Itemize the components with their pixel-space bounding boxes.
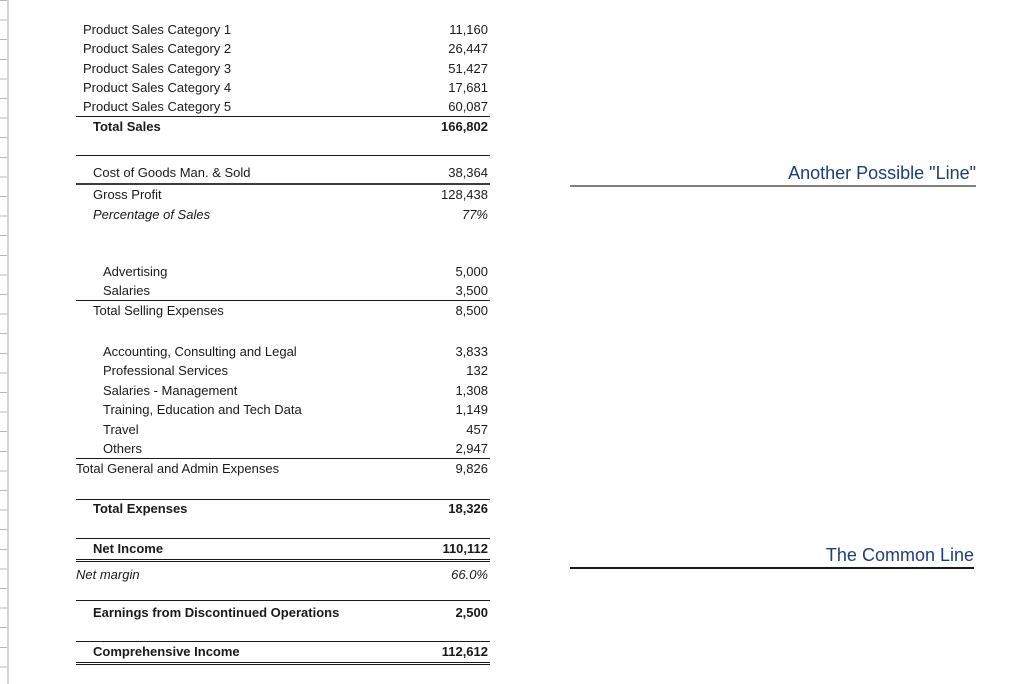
row-label: Total Sales xyxy=(93,119,161,135)
row-label: Product Sales Category 2 xyxy=(83,41,232,57)
statement-row-pct-of-sales: Percentage of Sales 77% xyxy=(76,205,490,225)
income-statement-table: Product Sales Category 1 11,160 Product … xyxy=(76,20,490,665)
annotation-common-line: The Common Line xyxy=(570,544,974,569)
sheet-edge-line xyxy=(7,0,9,684)
row-value: 1,149 xyxy=(455,402,488,418)
statement-row-total-selling: Total Selling Expenses 8,500 xyxy=(76,301,490,321)
row-value: 11,160 xyxy=(449,21,488,37)
statement-row-cogs: Cost of Goods Man. & Sold 38,364 xyxy=(76,162,490,186)
row-label: Net Income xyxy=(93,541,164,557)
row-value: 26,447 xyxy=(448,41,488,57)
statement-row-total-ga: Total General and Admin Expenses 9,826 xyxy=(76,459,490,479)
row-value: 60,087 xyxy=(448,99,488,115)
row-label: Product Sales Category 4 xyxy=(83,80,232,96)
statement-row: Others 2,947 xyxy=(76,440,490,460)
row-label: Cost of Goods Man. & Sold xyxy=(93,165,251,181)
row-value: 17,681 xyxy=(448,80,488,96)
statement-row-comprehensive: Comprehensive Income 112,612 xyxy=(76,640,490,665)
row-label: Training, Education and Tech Data xyxy=(103,402,302,418)
row-gridline-ticks xyxy=(0,0,7,684)
annotation-rule xyxy=(570,567,974,569)
row-value: 166,802 xyxy=(441,119,488,135)
statement-row-discontinued: Earnings from Discontinued Operations 2,… xyxy=(76,600,490,624)
row-value: 128,438 xyxy=(441,187,488,203)
row-value: 110,112 xyxy=(442,541,488,557)
row-value: 66.0% xyxy=(451,566,488,582)
spacer xyxy=(76,518,490,538)
row-label: Accounting, Consulting and Legal xyxy=(103,343,297,359)
spacer xyxy=(76,321,490,342)
statement-row: Salaries 3,500 xyxy=(76,281,490,301)
statement-row: Product Sales Category 2 26,447 xyxy=(76,39,490,59)
statement-row: Product Sales Category 4 17,681 xyxy=(76,78,490,98)
row-value: 5,000 xyxy=(455,263,488,279)
row-value: 1,308 xyxy=(455,382,488,398)
row-label: Salaries - Management xyxy=(103,382,238,398)
row-label: Salaries xyxy=(103,282,150,298)
statement-row: Product Sales Category 3 51,427 xyxy=(76,59,490,79)
row-value: 3,500 xyxy=(455,282,488,298)
row-value: 8,500 xyxy=(455,302,488,318)
spacer xyxy=(76,624,490,641)
statement-row: Salaries - Management 1,308 xyxy=(76,381,490,401)
row-label: Total General and Admin Expenses xyxy=(76,461,280,477)
rule-spacer xyxy=(76,137,490,157)
spacer xyxy=(76,584,490,600)
row-value: 2,500 xyxy=(455,605,488,621)
statement-row-total-expenses: Total Expenses 18,326 xyxy=(76,498,490,519)
annotation-another-possible-line: Another Possible "Line" xyxy=(570,162,976,187)
annotation-text: The Common Line xyxy=(825,545,974,565)
row-label: Net margin xyxy=(76,566,140,582)
row-value: 132 xyxy=(466,363,488,379)
row-label: Gross Profit xyxy=(93,187,162,203)
spacer xyxy=(76,224,490,262)
row-value: 3,833 xyxy=(455,343,488,359)
statement-row-gross-profit: Gross Profit 128,438 xyxy=(76,185,490,205)
row-value: 9,826 xyxy=(455,461,488,477)
row-value: 18,326 xyxy=(448,501,488,517)
statement-row-net-margin: Net margin 66.0% xyxy=(76,565,490,585)
row-label: Travel xyxy=(103,421,139,437)
row-value: 112,612 xyxy=(441,644,488,660)
statement-row: Professional Services 132 xyxy=(76,361,490,381)
row-label: Product Sales Category 1 xyxy=(83,21,232,37)
row-value: 38,364 xyxy=(448,165,488,181)
row-label: Earnings from Discontinued Operations xyxy=(93,605,340,621)
statement-row: Training, Education and Tech Data 1,149 xyxy=(76,400,490,420)
row-label: Comprehensive Income xyxy=(93,644,240,660)
annotation-rule xyxy=(570,185,976,187)
statement-row: Product Sales Category 1 11,160 xyxy=(76,20,490,40)
statement-row-total-sales: Total Sales 166,802 xyxy=(76,117,490,137)
row-label: Professional Services xyxy=(103,363,228,379)
row-label: Others xyxy=(103,441,143,456)
statement-row: Travel 457 xyxy=(76,420,490,440)
row-value: 457 xyxy=(466,421,488,437)
row-value: 51,427 xyxy=(448,60,488,76)
statement-row: Advertising 5,000 xyxy=(76,262,490,282)
row-label: Advertising xyxy=(103,263,168,279)
row-value: 77% xyxy=(461,206,488,222)
row-label: Product Sales Category 5 xyxy=(83,99,232,115)
row-label: Percentage of Sales xyxy=(93,206,211,222)
statement-row: Product Sales Category 5 60,087 xyxy=(76,98,490,118)
row-value: 2,947 xyxy=(455,441,488,456)
row-label: Total Expenses xyxy=(93,501,188,517)
statement-row-net-income: Net Income 110,112 xyxy=(76,537,490,562)
spacer xyxy=(76,479,490,499)
statement-row: Accounting, Consulting and Legal 3,833 xyxy=(76,342,490,362)
row-label: Total Selling Expenses xyxy=(93,302,224,318)
row-label: Product Sales Category 3 xyxy=(83,60,232,76)
annotation-text: Another Possible "Line" xyxy=(788,163,976,183)
